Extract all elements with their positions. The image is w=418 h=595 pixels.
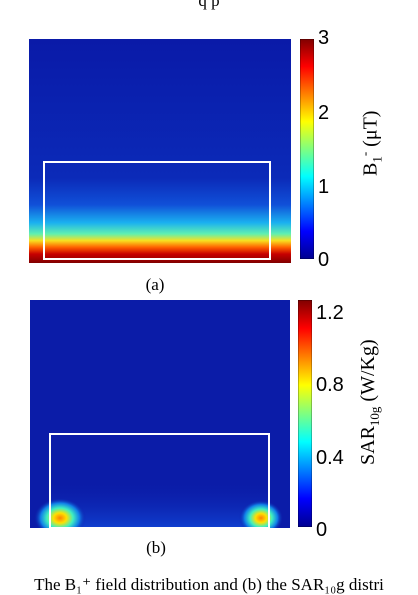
heatmap-b-box: [49, 433, 270, 528]
colorbar-b-ramp: [298, 300, 312, 527]
colorbar-a-label-unit: (μT): [359, 110, 382, 147]
heatmap-b: [30, 300, 290, 528]
heatmap-a-box: [43, 161, 271, 260]
colorbar-a-tick-0: 0: [318, 249, 330, 271]
colorbar-b-tick-0-4: 0.4: [316, 447, 344, 469]
colorbar-a-tick-2: 2: [318, 102, 330, 124]
colorbar-b-label-main: SAR: [357, 426, 379, 465]
colorbar-b-tick-0: 0: [316, 519, 328, 541]
colorbar-b-label-unit: (W/Kg): [357, 339, 379, 402]
heatmap-b-hotspot-right: [239, 500, 283, 528]
colorbar-a-label: B1- (μT): [357, 111, 386, 176]
heatmap-a: [29, 39, 291, 263]
colorbar-b-label-sub: 10g: [367, 406, 382, 427]
colorbar-a-tick-1: 1: [318, 176, 330, 198]
colorbar-b-tick-0-8: 0.8: [316, 374, 344, 396]
colorbar-a-label-sub: 1: [369, 156, 385, 163]
panel-label-a: (a): [145, 275, 165, 294]
heatmap-a-field: [29, 39, 291, 263]
colorbar-a-tick-3: 3: [318, 27, 330, 49]
heatmap-b-floor: [50, 480, 270, 528]
colorbar-b: [298, 300, 312, 527]
colorbar-a: [300, 39, 314, 259]
colorbar-a-label-main: B: [359, 162, 382, 176]
colorbar-b-tick-1-2: 1.2: [316, 302, 344, 324]
colorbar-b-label: SAR10g (W/Kg): [357, 339, 383, 465]
colorbar-a-ramp: [300, 39, 314, 259]
colorbar-a-label-sup: -: [357, 151, 372, 157]
caption-top-fragment: q p: [198, 0, 220, 10]
panel-label-b: (b): [146, 538, 166, 557]
caption-bottom-fragment: The B₁⁺ field distribution and (b) the S…: [34, 575, 384, 594]
heatmap-b-hotspot-left: [34, 498, 86, 528]
